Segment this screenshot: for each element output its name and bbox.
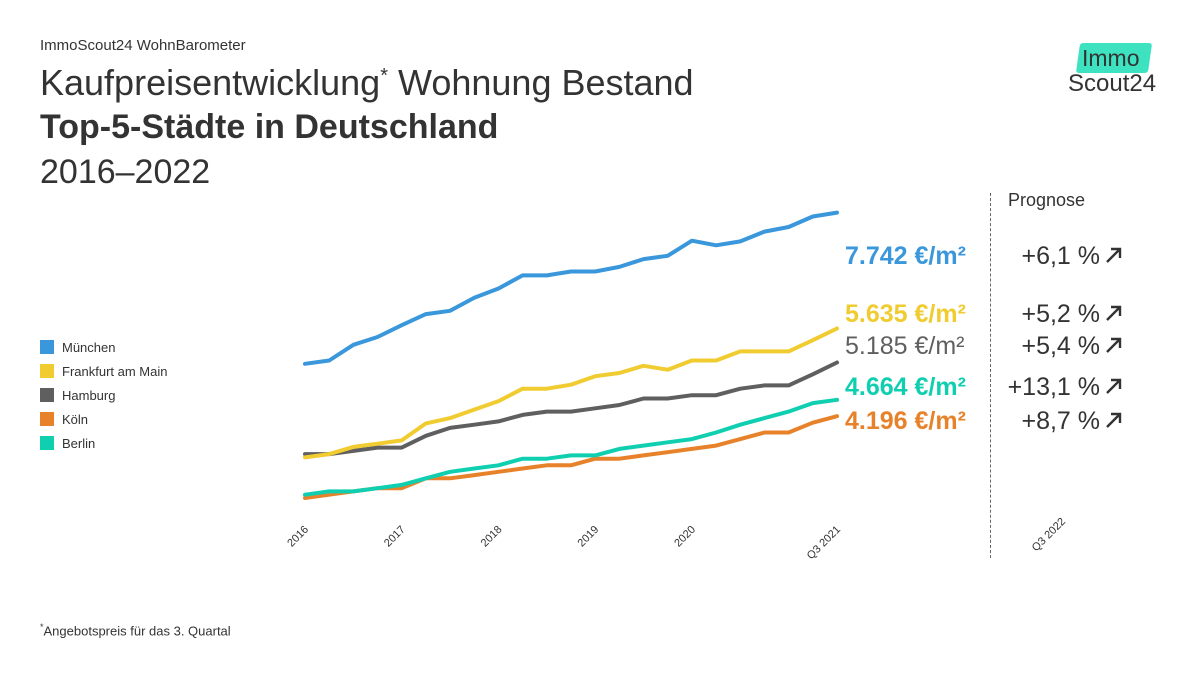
legend-swatch <box>40 436 54 450</box>
end-label-muenchen: 7.742 €/m² <box>845 242 966 270</box>
forecast-berlin: +13,1 % <box>1000 373 1124 402</box>
legend-label: Hamburg <box>62 387 116 403</box>
logo-text-immo: Immo <box>1082 45 1140 71</box>
forecast-value: +6,1 % <box>1021 242 1100 270</box>
legend-swatch <box>40 412 54 426</box>
chart-subtitle: Top-5-Städte in Deutschland <box>40 108 499 146</box>
x-tick-label: 2016 <box>285 524 311 550</box>
legend-item-koeln: Köln <box>40 407 167 431</box>
x-tick-label: 2018 <box>479 524 505 550</box>
x-tick-label: 2019 <box>576 524 602 550</box>
series-line-hamburg <box>303 360 839 457</box>
x-tick-label: 2020 <box>672 524 698 550</box>
forecast-hamburg: +5,4 % <box>1000 332 1124 361</box>
forecast-value: +5,4 % <box>1021 332 1100 360</box>
end-label-frankfurt: 5.635 €/m² <box>845 300 966 328</box>
legend-item-hamburg: Hamburg <box>40 383 167 407</box>
chart-title-main: Kaufpreisentwicklung <box>40 62 381 103</box>
forecast-divider <box>990 193 991 558</box>
legend-swatch <box>40 388 54 402</box>
immoscout24-logo: Immo Scout24 <box>1068 43 1164 99</box>
forecast-value: +13,1 % <box>1007 373 1100 401</box>
x-tick-label: Q3 2021 <box>805 524 843 562</box>
forecast-frankfurt: +5,2 % <box>1000 300 1124 329</box>
chart-period: 2016–2022 <box>40 153 211 191</box>
footnote-mark: * <box>40 622 44 632</box>
series-line-berlin <box>303 397 839 497</box>
series-line-köln <box>303 414 839 500</box>
forecast-heading: Prognose <box>1008 190 1086 210</box>
arrow-up-right-icon <box>1106 305 1122 321</box>
legend-swatch <box>40 340 54 354</box>
logo-text-scout24: Scout24 <box>1068 70 1157 97</box>
legend-swatch <box>40 364 54 378</box>
legend-item-frankfurt: Frankfurt am Main <box>40 359 167 383</box>
series-line-frankfurt-am-main <box>303 326 839 460</box>
forecast-muenchen: +6,1 % <box>1000 242 1124 271</box>
chart-title: Kaufpreisentwicklung* Wohnung Bestand <box>40 62 694 104</box>
forecast-koeln: +8,7 % <box>1000 407 1124 436</box>
arrow-up-right-icon <box>1106 247 1122 263</box>
forecast-value: +5,2 % <box>1021 300 1100 328</box>
chart-title-rest: Wohnung Bestand <box>388 62 694 103</box>
legend-label: Köln <box>62 411 89 427</box>
end-label-berlin: 4.664 €/m² <box>845 373 966 401</box>
legend-item-muenchen: München <box>40 335 167 359</box>
end-label-koeln: 4.196 €/m² <box>845 407 966 435</box>
chart-legend: München Frankfurt am Main Hamburg Köln B… <box>40 335 167 455</box>
arrow-up-right-icon <box>1106 412 1122 428</box>
arrow-up-right-icon <box>1106 378 1122 394</box>
legend-label: München <box>62 339 116 355</box>
end-label-hamburg: 5.185 €/m² <box>845 332 965 360</box>
footnote-text: Angebotspreis für das 3. Quartal <box>43 623 231 639</box>
legend-label: Frankfurt am Main <box>62 363 168 379</box>
legend-item-berlin: Berlin <box>40 431 167 455</box>
series-line-münchen <box>303 210 839 366</box>
forecast-x-label: Q3 2022 <box>1030 516 1068 554</box>
arrow-up-right-icon <box>1106 337 1122 353</box>
x-tick-label: 2017 <box>382 524 408 550</box>
chart-title-footnote-mark: * <box>380 65 388 87</box>
forecast-value: +8,7 % <box>1021 407 1100 435</box>
legend-label: Berlin <box>62 435 96 451</box>
footnote: *Angebotspreis für das 3. Quartal <box>40 622 231 638</box>
chart-kicker: ImmoScout24 WohnBarometer <box>40 37 246 54</box>
